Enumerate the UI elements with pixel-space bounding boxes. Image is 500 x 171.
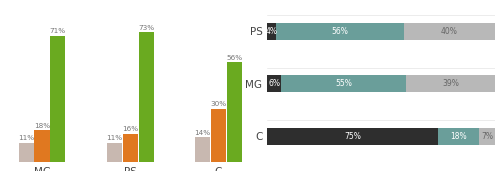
Text: 30%: 30% bbox=[210, 101, 226, 107]
Bar bbox=[50, 36, 66, 162]
Text: 56%: 56% bbox=[332, 27, 348, 36]
Bar bbox=[404, 23, 495, 40]
Bar bbox=[107, 143, 122, 162]
Text: 18%: 18% bbox=[34, 123, 50, 129]
Bar bbox=[438, 128, 479, 145]
Text: 75%: 75% bbox=[344, 132, 361, 141]
Text: 6%: 6% bbox=[268, 79, 280, 88]
Text: 11%: 11% bbox=[18, 135, 34, 141]
Text: 39%: 39% bbox=[442, 79, 459, 88]
Text: 4%: 4% bbox=[266, 27, 278, 36]
Bar bbox=[268, 128, 438, 145]
Bar bbox=[122, 134, 138, 162]
Bar bbox=[268, 23, 276, 40]
Bar bbox=[479, 128, 495, 145]
Text: 11%: 11% bbox=[106, 135, 122, 141]
Bar bbox=[34, 130, 50, 162]
Bar bbox=[138, 32, 154, 162]
Text: 73%: 73% bbox=[138, 24, 154, 30]
Bar bbox=[18, 143, 34, 162]
Text: 56%: 56% bbox=[226, 55, 242, 61]
Bar bbox=[211, 109, 226, 162]
Bar bbox=[406, 75, 495, 92]
Text: 71%: 71% bbox=[50, 28, 66, 34]
Text: 40%: 40% bbox=[441, 27, 458, 36]
Text: 14%: 14% bbox=[194, 130, 210, 136]
Text: 16%: 16% bbox=[122, 126, 138, 132]
Text: 18%: 18% bbox=[450, 132, 467, 141]
Bar bbox=[195, 137, 210, 162]
Bar bbox=[276, 23, 404, 40]
Text: 55%: 55% bbox=[335, 79, 352, 88]
Bar bbox=[226, 62, 242, 162]
Bar bbox=[281, 75, 406, 92]
Text: 7%: 7% bbox=[481, 132, 493, 141]
Bar bbox=[268, 75, 281, 92]
